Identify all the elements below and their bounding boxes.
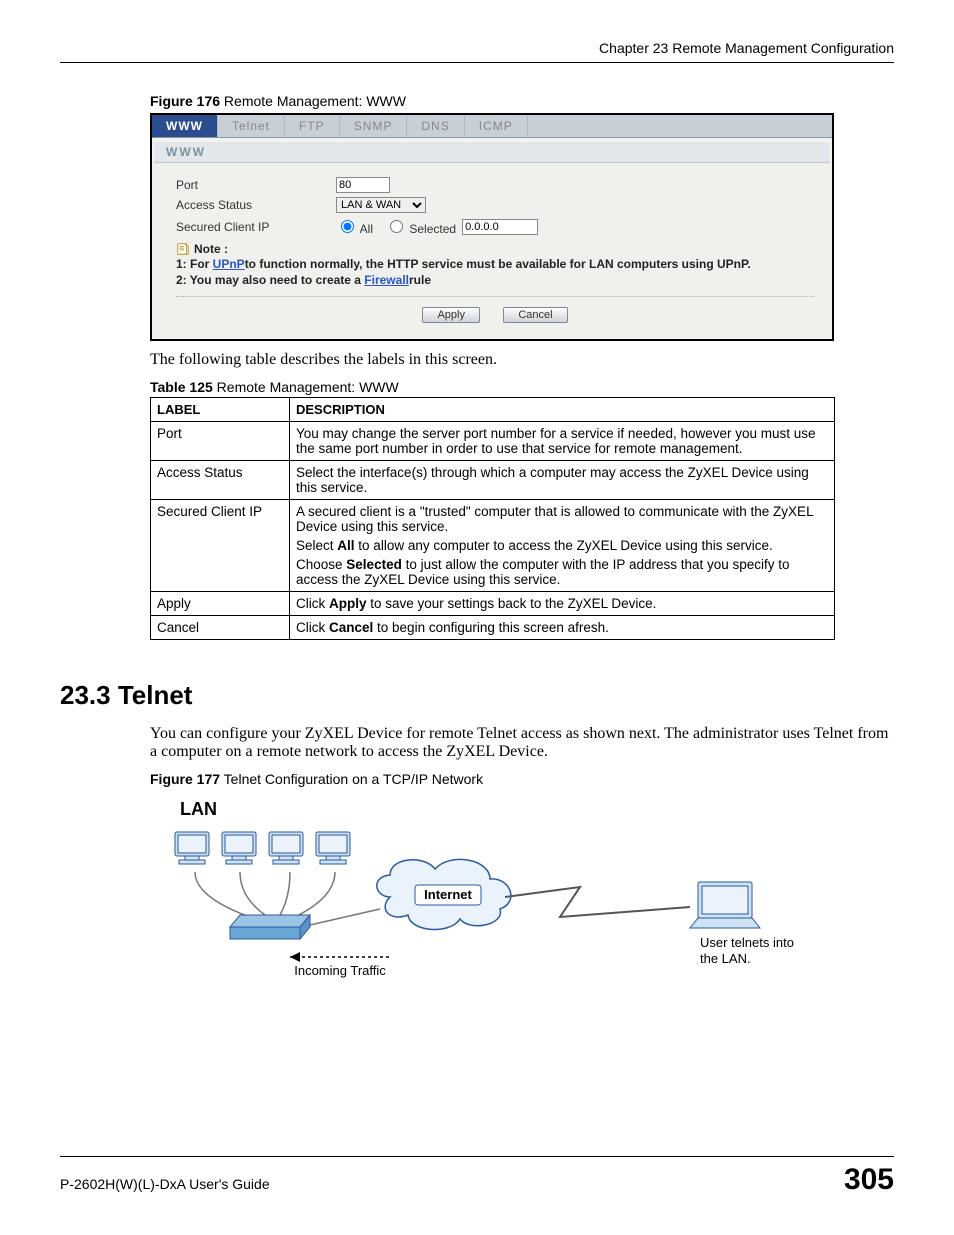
- tab-snmp[interactable]: SNMP: [340, 115, 408, 137]
- wan-link: [505, 887, 690, 917]
- cell-label: Access Status: [151, 461, 290, 500]
- radio-all-wrapper[interactable]: All: [336, 217, 373, 236]
- upnp-link[interactable]: UPnP: [213, 257, 245, 271]
- incoming-arrow: [290, 952, 390, 962]
- footer-rule: [60, 1156, 894, 1157]
- section-title-www: WWW: [154, 142, 830, 163]
- figure-176-title: Remote Management: WWW: [220, 93, 406, 109]
- button-row: Apply Cancel: [176, 296, 814, 335]
- table-row: Access Status Select the interface(s) th…: [151, 461, 835, 500]
- note-2-a: 2: You may also need to create a: [176, 273, 364, 287]
- access-status-select[interactable]: LAN & WAN: [336, 197, 426, 213]
- footer-guide-name: P-2602H(W)(L)-DxA User's Guide: [60, 1176, 270, 1192]
- tab-www[interactable]: WWW: [152, 115, 218, 137]
- figure-176-screenshot: WWW Telnet FTP SNMP DNS ICMP WWW Port Ac…: [150, 113, 834, 341]
- telnet-diagram-svg: LAN: [160, 797, 810, 987]
- cell-desc: Click Apply to save your settings back t…: [290, 592, 835, 616]
- router-icon: [230, 915, 310, 939]
- access-status-label: Access Status: [176, 198, 336, 212]
- cell-label: Port: [151, 422, 290, 461]
- lan-label: LAN: [180, 799, 217, 819]
- port-input[interactable]: [336, 177, 390, 193]
- figure-176-number: Figure 176: [150, 93, 220, 109]
- desc-bold: Apply: [329, 596, 367, 611]
- user-telnet-label-1: User telnets into: [700, 935, 794, 950]
- figure-176-caption: Figure 176 Remote Management: WWW: [150, 93, 894, 109]
- note-1-a: 1: For: [176, 257, 213, 271]
- firewall-link[interactable]: Firewall: [364, 273, 409, 287]
- lan-pcs: [175, 832, 350, 864]
- note-label: Note :: [194, 242, 228, 256]
- desc-a: Click: [296, 596, 329, 611]
- desc-b: to begin configuring this screen afresh.: [373, 620, 609, 635]
- header-rule: [60, 62, 894, 63]
- table-row: Secured Client IP A secured client is a …: [151, 500, 835, 592]
- form-area: Port Access Status LAN & WAN Secured Cli…: [152, 163, 832, 339]
- tab-icmp[interactable]: ICMP: [465, 115, 528, 137]
- section-23-3-body: You can configure your ZyXEL Device for …: [150, 725, 894, 761]
- cell-desc: Select the interface(s) through which a …: [290, 461, 835, 500]
- radio-selected-label: Selected: [409, 222, 456, 236]
- note-header: Note :: [176, 242, 814, 256]
- desc-p3-bold: Selected: [346, 557, 402, 572]
- tab-bar: WWW Telnet FTP SNMP DNS ICMP: [152, 115, 832, 138]
- footer-page-number: 305: [844, 1163, 894, 1197]
- radio-all[interactable]: [341, 220, 354, 233]
- user-telnet-label-2: the LAN.: [700, 951, 751, 966]
- th-description: DESCRIPTION: [290, 398, 835, 422]
- th-label: LABEL: [151, 398, 290, 422]
- note-body: 1: For UPnPto function normally, the HTT…: [176, 256, 814, 288]
- cell-label: Cancel: [151, 616, 290, 640]
- note-icon: [176, 242, 190, 256]
- port-label: Port: [176, 178, 336, 192]
- page-footer: P-2602H(W)(L)-DxA User's Guide 305: [60, 1156, 894, 1197]
- apply-button[interactable]: Apply: [422, 307, 480, 323]
- desc-p2b: to allow any computer to access the ZyXE…: [355, 538, 773, 553]
- table-125-caption: Table 125 Remote Management: WWW: [150, 379, 894, 395]
- radio-all-label: All: [360, 222, 373, 236]
- desc-bold: Cancel: [329, 620, 373, 635]
- cancel-button[interactable]: Cancel: [503, 307, 567, 323]
- router-cloud-link: [310, 909, 380, 925]
- tab-telnet[interactable]: Telnet: [218, 115, 285, 137]
- cell-desc: You may change the server port number fo…: [290, 422, 835, 461]
- internet-label: Internet: [424, 887, 472, 902]
- figure-177-number: Figure 177: [150, 771, 220, 787]
- incoming-traffic-label: Incoming Traffic: [294, 963, 386, 978]
- secured-client-ip-label: Secured Client IP: [176, 220, 336, 234]
- lan-links: [195, 872, 335, 917]
- note-2-b: rule: [409, 273, 431, 287]
- cell-desc: Click Cancel to begin configuring this s…: [290, 616, 835, 640]
- desc-p1: A secured client is a "trusted" computer…: [296, 504, 828, 534]
- figure-177-diagram: LAN: [150, 791, 830, 1002]
- table-row: Apply Click Apply to save your settings …: [151, 592, 835, 616]
- tab-dns[interactable]: DNS: [407, 115, 464, 137]
- cell-label: Secured Client IP: [151, 500, 290, 592]
- desc-p2a: Select: [296, 538, 337, 553]
- note-1-b: to function normally, the HTTP service m…: [245, 257, 751, 271]
- chapter-header: Chapter 23 Remote Management Configurati…: [60, 40, 894, 56]
- table-row: Cancel Click Cancel to begin configuring…: [151, 616, 835, 640]
- table-125-number: Table 125: [150, 379, 213, 395]
- desc-a: Click: [296, 620, 329, 635]
- desc-b: to save your settings back to the ZyXEL …: [367, 596, 657, 611]
- section-23-3-heading: 23.3 Telnet: [60, 680, 894, 711]
- desc-p3a: Choose: [296, 557, 346, 572]
- table-125: LABEL DESCRIPTION Port You may change th…: [150, 397, 835, 640]
- figure-177-title: Telnet Configuration on a TCP/IP Network: [220, 771, 483, 787]
- table-row: Port You may change the server port numb…: [151, 422, 835, 461]
- desc-p2-bold: All: [337, 538, 354, 553]
- secured-client-ip-input[interactable]: [462, 219, 538, 235]
- cell-desc: A secured client is a "trusted" computer…: [290, 500, 835, 592]
- table-intro-text: The following table describes the labels…: [150, 351, 894, 369]
- tab-ftp[interactable]: FTP: [285, 115, 340, 137]
- internet-cloud: Internet: [377, 860, 511, 930]
- laptop-icon: [690, 882, 760, 928]
- cell-label: Apply: [151, 592, 290, 616]
- table-125-title: Remote Management: WWW: [213, 379, 399, 395]
- figure-177-caption: Figure 177 Telnet Configuration on a TCP…: [150, 771, 894, 787]
- radio-selected-wrapper[interactable]: Selected: [385, 217, 456, 236]
- radio-selected[interactable]: [390, 220, 403, 233]
